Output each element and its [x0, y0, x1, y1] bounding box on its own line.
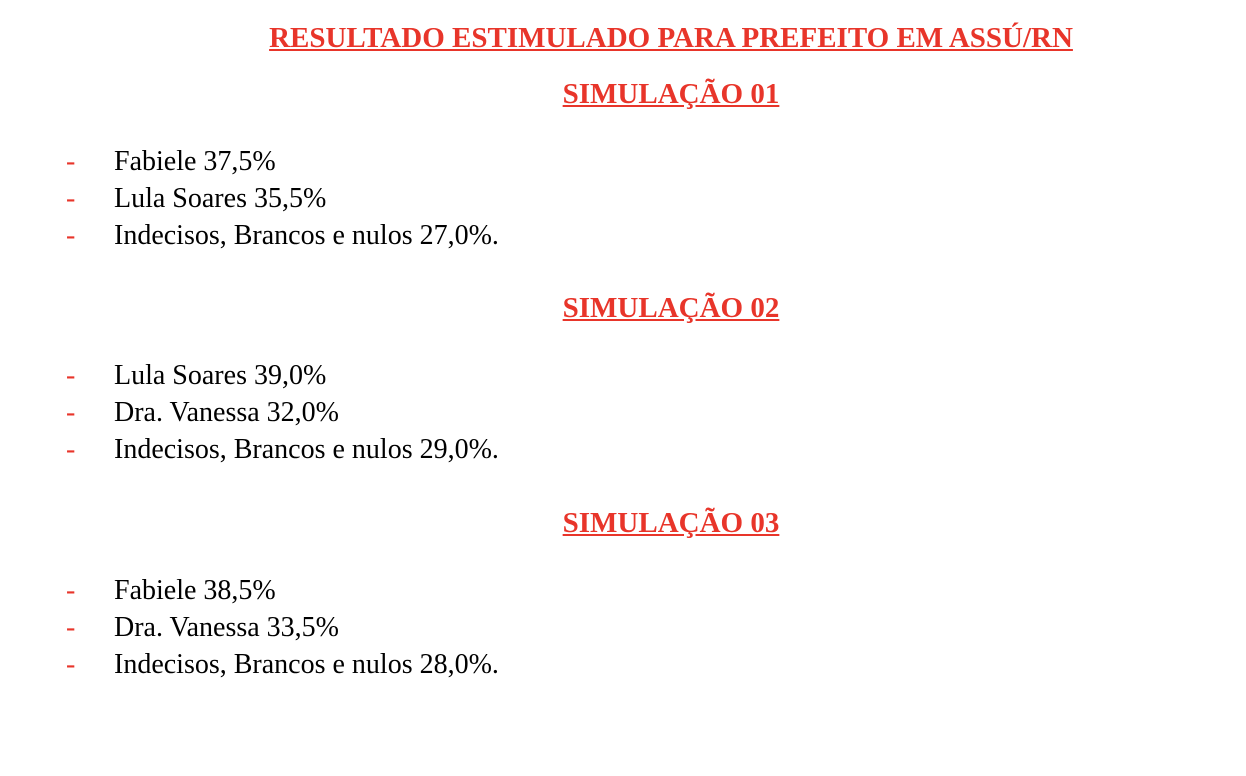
document-title: RESULTADO ESTIMULADO PARA PREFEITO EM AS… [269, 22, 1073, 54]
list-item: - Indecisos, Brancos e nulos 27,0%. [66, 220, 499, 251]
list-item: - Indecisos, Brancos e nulos 28,0%. [66, 649, 499, 680]
list-item: - Lula Soares 35,5% [66, 183, 327, 214]
simulation-03-list: - Fabiele 38,5% - Dra. Vanessa 33,5% - Inde… [0, 572, 499, 683]
simulation-02-list: - Lula Soares 39,0% - Dra. Vanessa 32,0% -… [0, 357, 499, 468]
simulation-03-heading: SIMULAÇÃO 03 [562, 507, 780, 539]
simulation-02-heading: SIMULAÇÃO 02 [562, 292, 780, 324]
list-item: - Fabiele 38,5% [66, 575, 276, 606]
list-item: - Dra. Vanessa 33,5% [66, 612, 339, 643]
simulation-01-list: - Fabiele 37,5% - Lula Soares 35,5% - Indec… [0, 143, 499, 254]
list-item: - Lula Soares 39,0% [66, 360, 327, 391]
list-item: - Fabiele 37,5% [66, 146, 276, 177]
list-item: - Indecisos, Brancos e nulos 29,0%. [66, 434, 499, 465]
list-item: - Dra. Vanessa 32,0% [66, 397, 339, 428]
simulation-01-heading: SIMULAÇÃO 01 [562, 78, 780, 110]
